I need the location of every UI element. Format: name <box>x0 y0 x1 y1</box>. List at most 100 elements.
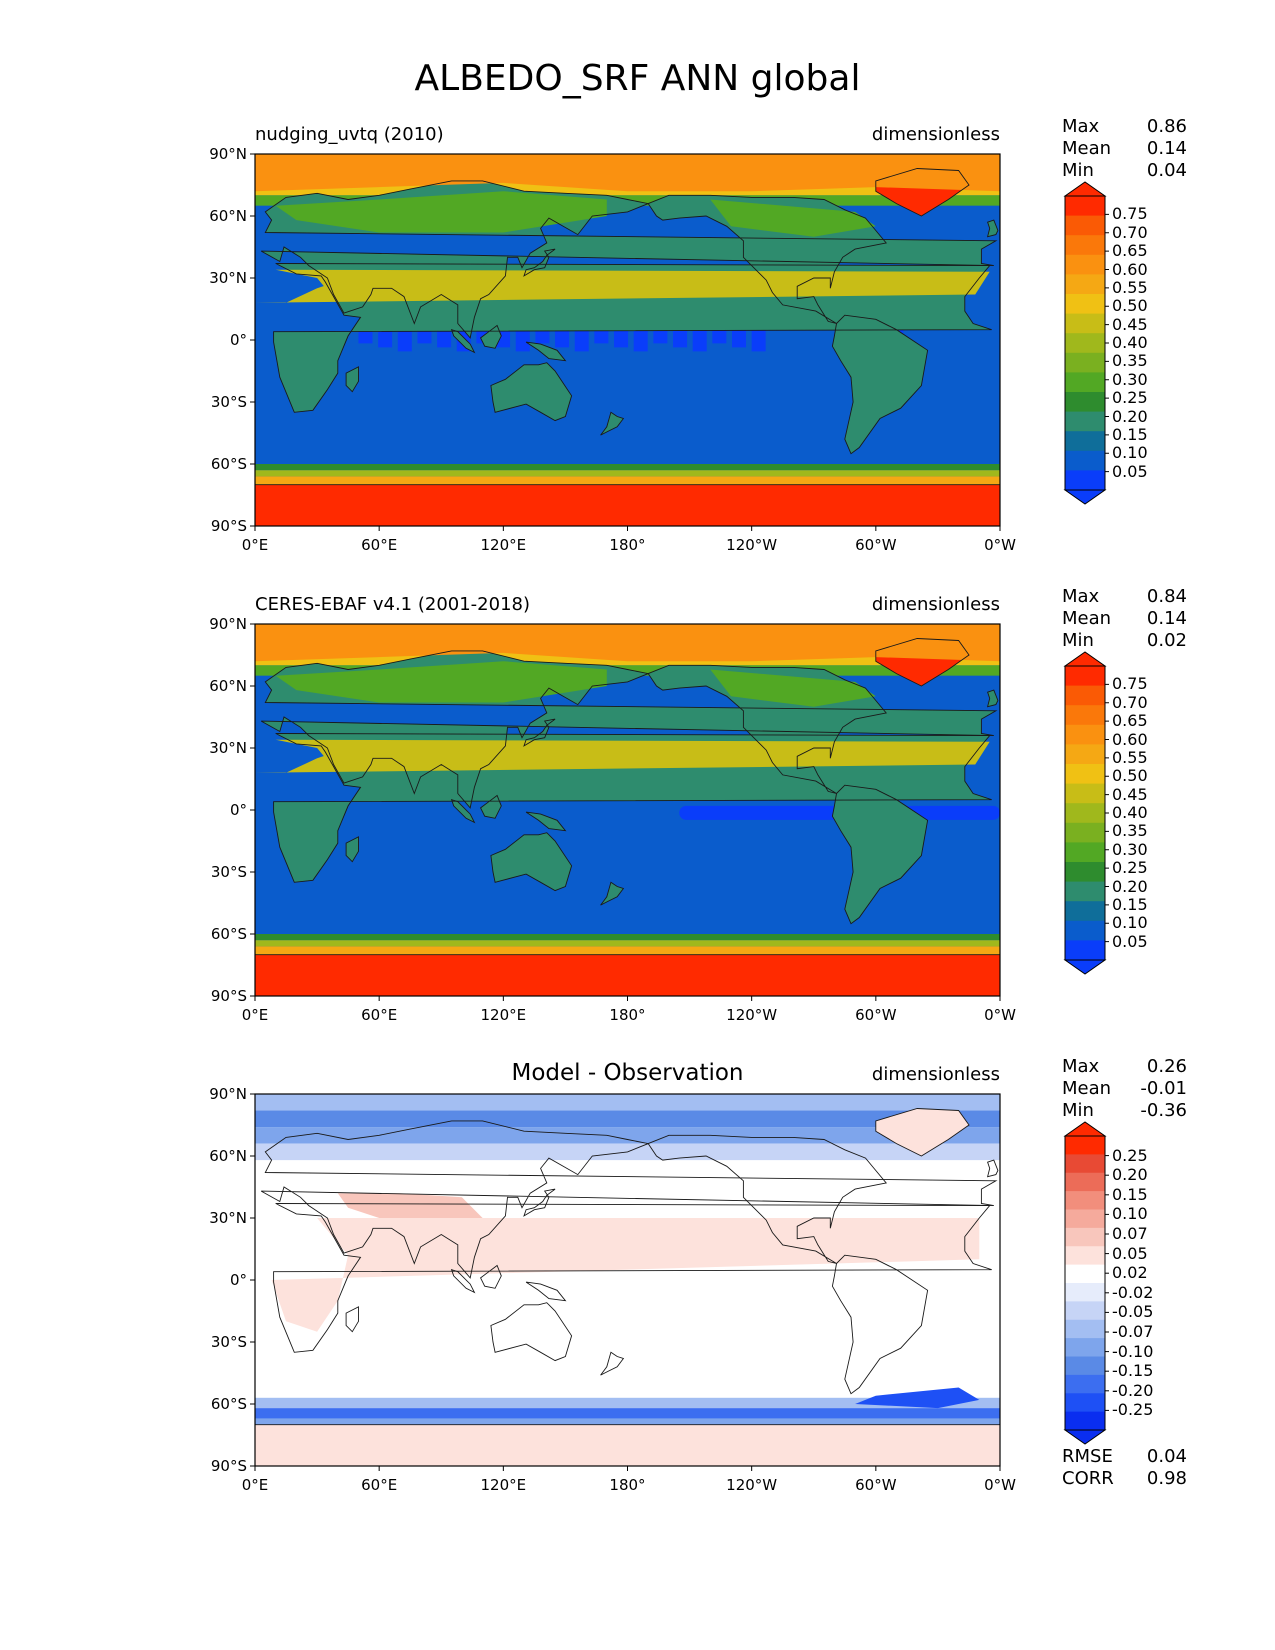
coastline-africa <box>273 733 992 883</box>
lon-tick-label: 180° <box>609 536 646 554</box>
arctic-ice <box>255 624 1000 662</box>
stat-value: -0.01 <box>1140 1078 1187 1099</box>
coastline-samerica <box>831 1254 929 1395</box>
lat-tick-label: 0° <box>229 801 247 819</box>
stat-name: Min <box>1062 1100 1094 1121</box>
coastline-japan <box>523 248 556 277</box>
colorbar-segment <box>1065 1411 1105 1431</box>
stat-name: RMSE <box>1062 1446 1113 1467</box>
stat-name: Min <box>1062 160 1094 181</box>
colorbar-min-triangle-icon <box>1063 1429 1107 1445</box>
panel-title-center: Model - Observation <box>511 1060 744 1086</box>
lon-tick-label: 120°E <box>480 1006 527 1024</box>
colorbar-segment <box>1065 372 1105 393</box>
coastline-nz <box>600 1351 625 1376</box>
stat-name: Max <box>1062 116 1100 137</box>
colorbar-segment <box>1065 1319 1105 1339</box>
arctic-diff-band <box>255 1127 1000 1144</box>
stat-row: RMSE 0.04 <box>1062 1446 1187 1468</box>
colorbar-tick-label: 0.05 <box>1112 461 1148 481</box>
coastline-sumatra <box>450 328 476 354</box>
colorbar-frame <box>1064 1135 1106 1431</box>
lat-tick-label: 30°S <box>210 863 247 881</box>
colorbar-segment <box>1065 1374 1105 1394</box>
lon-tick-label: 120°W <box>726 1006 778 1024</box>
colorbar-tick-label: -0.25 <box>1112 1400 1154 1420</box>
colorbar <box>1063 651 1109 975</box>
stats-block: Max 0.26 Mean -0.01 Min -0.36 <box>1062 1056 1187 1122</box>
colorbar-segment <box>1065 313 1105 334</box>
coastline-madagascar <box>345 366 359 393</box>
colorbar-tick-label: 0.55 <box>1112 747 1148 767</box>
colorbar-tick-label: 0.07 <box>1112 1224 1148 1243</box>
land-japan <box>524 249 556 276</box>
coastline-greenland <box>875 1108 970 1157</box>
colorbar-segment <box>1065 920 1105 941</box>
coastline-greenland <box>875 168 970 217</box>
coastline-uk <box>986 219 999 238</box>
positive-diff-region <box>271 1218 980 1332</box>
colorbar-tick-label: -0.07 <box>1112 1322 1154 1341</box>
colorbar-segment <box>1065 666 1105 687</box>
lat-tick-label: 60°N <box>209 677 247 695</box>
coastline-newguinea <box>525 1281 567 1302</box>
stat-value: 0.84 <box>1146 586 1187 607</box>
lat-tick-label: 0° <box>229 331 247 349</box>
stat-value: 0.14 <box>1146 608 1187 629</box>
lon-tick-label: 0°E <box>241 536 269 554</box>
error-stats-block: RMSE 0.04 CORR 0.98 <box>1062 1446 1187 1490</box>
colorbar-segment <box>1065 1209 1105 1229</box>
lon-tick-label: 180° <box>609 1476 646 1494</box>
colorbar-segment <box>1065 1264 1105 1284</box>
lon-tick-label: 0°E <box>241 1006 269 1024</box>
lat-tick-label: 90°S <box>210 987 247 1005</box>
colorbar-segment <box>1065 1356 1105 1376</box>
lon-tick-label: 60°W <box>855 1476 897 1494</box>
colorbar-segment <box>1065 1301 1105 1321</box>
negative-diff-region <box>855 1387 980 1409</box>
coastline-australia <box>490 1302 573 1362</box>
colorbar-tick-label: 0.75 <box>1112 674 1148 694</box>
lon-tick-label: 0°W <box>984 536 1016 554</box>
coastline-japan <box>523 1188 556 1217</box>
units-label: dimensionless <box>871 124 1000 145</box>
colorbar-segment <box>1065 685 1105 706</box>
boreal-region <box>275 191 607 233</box>
stat-row: Min 0.04 <box>1062 160 1187 182</box>
stat-row: Min 0.02 <box>1062 630 1187 652</box>
boreal-region <box>275 661 607 703</box>
map-field <box>255 624 1000 996</box>
stat-value: 0.26 <box>1146 1056 1187 1077</box>
lat-tick-label: 60°S <box>210 1395 247 1413</box>
boreal-region <box>710 669 876 707</box>
colorbar-segment <box>1065 1283 1105 1302</box>
coastline-africa <box>273 263 992 413</box>
southern-ocean-band <box>255 934 1000 941</box>
stat-value: 0.04 <box>1146 160 1187 181</box>
colorbar-segment <box>1065 803 1105 824</box>
coastline-newguinea <box>525 811 567 832</box>
colorbar <box>1063 181 1109 505</box>
lat-tick-label: 30°N <box>209 1209 247 1227</box>
stats-block: Max 0.84 Mean 0.14 Min 0.02 <box>1062 586 1187 652</box>
lat-tick-label: 30°S <box>210 1333 247 1351</box>
southern-diff-band <box>255 1408 1000 1419</box>
lon-tick-label: 120°E <box>480 1476 527 1494</box>
colorbar-segment <box>1065 842 1105 863</box>
coastline-samerica <box>831 314 929 455</box>
stat-value: -0.36 <box>1140 1100 1187 1121</box>
colorbar-tick-label: 0.20 <box>1112 876 1148 896</box>
colorbar-tick-label: 0.70 <box>1112 222 1148 242</box>
stats-block: Max 0.86 Mean 0.14 Min 0.04 <box>1062 116 1187 182</box>
colorbar-segment <box>1065 764 1105 785</box>
land-sumatra <box>451 329 475 353</box>
colorbar-tick-label: -0.15 <box>1112 1361 1154 1381</box>
lat-tick-label: 30°N <box>209 269 247 287</box>
southern-ocean-band <box>255 946 1000 955</box>
lat-tick-label: 90°N <box>209 145 247 163</box>
colorbar-tick-label: 0.40 <box>1112 803 1148 822</box>
stat-name: CORR <box>1062 1468 1114 1489</box>
lon-tick-label: 0°W <box>984 1006 1016 1024</box>
colorbar-tick-label: 0.05 <box>1112 931 1148 951</box>
coastline-madagascar <box>345 1306 359 1333</box>
